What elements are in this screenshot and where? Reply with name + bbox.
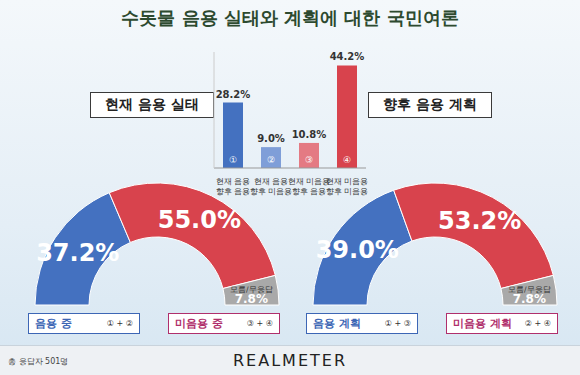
svg-text:③: ③ [305,155,313,165]
html-text:음용 계획: 음용 계획 [313,317,361,330]
svg-text:55.0%: 55.0% [158,206,241,234]
html-text:② + ④: ② + ④ [524,319,551,328]
svg-text:현재 미음용향후 음용: 현재 미음용향후 음용 [288,177,330,196]
html-text:미음용 계획: 미음용 계획 [453,317,512,330]
html-text:REALMETER: REALMETER [233,351,347,370]
svg-text:39.0%: 39.0% [316,236,399,264]
html-text:미음용 중: 미음용 중 [175,317,223,330]
svg-text:현재 음용향후 미음용: 현재 음용향후 미음용 [250,177,292,196]
svg-text:모름/무응답: 모름/무응답 [508,285,551,294]
svg-text:현재 음용향후 음용: 현재 음용향후 음용 [216,177,250,196]
html-text:향후 음용 계획: 향후 음용 계획 [383,96,477,112]
svg-text:①: ① [229,155,237,165]
svg-text:44.2%: 44.2% [330,51,365,62]
svg-text:10.8%: 10.8% [292,129,327,140]
html-text:총 응답자 501명: 총 응답자 501명 [8,357,69,366]
html-text:① + ②: ① + ② [106,319,133,328]
svg-text:7.8%: 7.8% [513,292,546,306]
html-text:③ + ④: ③ + ④ [246,319,273,328]
html-text:현재 음용 실태: 현재 음용 실태 [105,96,199,112]
html-text:음용 중: 음용 중 [35,317,72,330]
svg-text:9.0%: 9.0% [257,133,285,144]
html-text:① + ③: ① + ③ [384,319,411,328]
html-text:수돗물 음용 실태와 계획에 대한 국민여론: 수돗물 음용 실태와 계획에 대한 국민여론 [121,7,459,28]
svg-text:37.2%: 37.2% [36,239,119,267]
svg-text:53.2%: 53.2% [438,207,521,235]
svg-text:모름/무응답: 모름/무응답 [230,285,273,294]
svg-text:④: ④ [343,155,351,165]
svg-text:7.8%: 7.8% [235,292,268,306]
svg-text:현재 미음용향후 미음용: 현재 미음용향후 미음용 [326,177,368,196]
svg-text:28.2%: 28.2% [216,89,251,100]
svg-text:②: ② [267,155,275,165]
